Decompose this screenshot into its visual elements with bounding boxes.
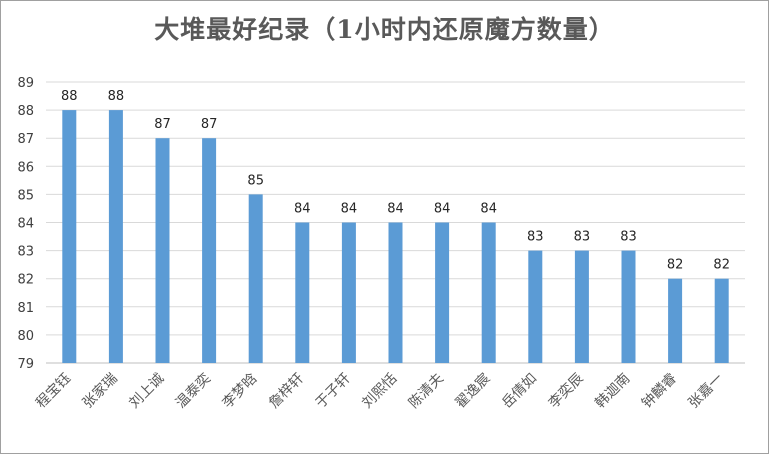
y-tick-label: 81 xyxy=(17,301,34,316)
bar xyxy=(248,194,263,363)
bar xyxy=(574,250,589,363)
x-axis: 程宝钰 张家瑞 刘上诚 温泰奕 李梦晗 詹梓轩 于子轩 刘熙恬 陈清夫 翟逸宸 岳倩如 李奕辰 韩迦南钟… xyxy=(33,370,726,412)
bar xyxy=(108,110,123,363)
data-label: 84 xyxy=(480,202,497,217)
data-label: 84 xyxy=(341,202,358,217)
x-category-label: 张嘉一 xyxy=(686,371,727,412)
data-label: 82 xyxy=(713,258,730,273)
x-category-label: 翟逸宸 xyxy=(452,370,494,412)
x-category-label: 温泰奕 xyxy=(173,371,214,412)
x-category-label: 钟麟睿 xyxy=(638,370,680,412)
x-category-label: 李奕辰 xyxy=(546,371,587,412)
bar xyxy=(481,222,496,363)
x-category-label: 刘上诚 xyxy=(126,371,167,412)
y-tick-label: 83 xyxy=(17,245,34,260)
x-category-label: 李梦晗 xyxy=(219,370,261,412)
bar xyxy=(295,222,310,363)
data-label: 84 xyxy=(387,202,404,217)
bar xyxy=(435,222,450,363)
bar xyxy=(528,250,543,363)
bar xyxy=(388,222,403,363)
x-category-label: 于子轩 xyxy=(313,371,354,412)
data-labels: 88 88 87 87 85 84 84 84 84 84 83 83 83 82 82 xyxy=(61,89,730,273)
bar xyxy=(714,278,729,363)
data-label: 84 xyxy=(434,202,451,217)
data-label: 83 xyxy=(574,230,591,245)
data-label: 87 xyxy=(201,117,218,132)
y-tick-label: 79 xyxy=(17,357,34,372)
bar xyxy=(668,278,683,363)
data-label: 84 xyxy=(294,202,311,217)
y-tick-label: 84 xyxy=(17,217,34,232)
y-tick-label: 87 xyxy=(17,132,34,147)
data-label: 82 xyxy=(667,258,684,273)
data-label: 88 xyxy=(108,89,125,104)
data-label: 83 xyxy=(527,230,544,245)
bar xyxy=(621,250,636,363)
y-tick-label: 80 xyxy=(17,329,34,344)
data-label: 85 xyxy=(247,173,264,188)
x-category-label: 刘熙恬 xyxy=(359,371,400,412)
bar xyxy=(155,138,170,363)
x-category-label: 韩迦南 xyxy=(592,371,633,412)
y-tick-label: 89 xyxy=(17,76,34,91)
bar xyxy=(341,222,356,363)
y-tick-label: 88 xyxy=(17,104,34,119)
data-label: 88 xyxy=(61,89,78,104)
x-category-label: 张家瑞 xyxy=(79,370,121,412)
data-label: 83 xyxy=(620,230,637,245)
bars xyxy=(62,110,729,363)
y-tick-label: 86 xyxy=(17,160,34,175)
y-axis: 79 80 81 82 83 84 85 86 87 88 89 xyxy=(17,76,34,372)
x-category-label: 岳倩如 xyxy=(499,371,540,412)
x-category-label: 詹梓轩 xyxy=(266,371,307,412)
x-category-label: 陈清夫 xyxy=(405,370,447,412)
data-label: 87 xyxy=(154,117,171,132)
x-category-label: 程宝钰 xyxy=(33,371,74,412)
y-tick-label: 82 xyxy=(17,273,34,288)
y-tick-label: 85 xyxy=(17,188,34,203)
chart-title: 大堆最好纪录（1小时内还原魔方数量） xyxy=(154,15,615,44)
bar xyxy=(62,110,77,363)
bar xyxy=(202,138,217,363)
